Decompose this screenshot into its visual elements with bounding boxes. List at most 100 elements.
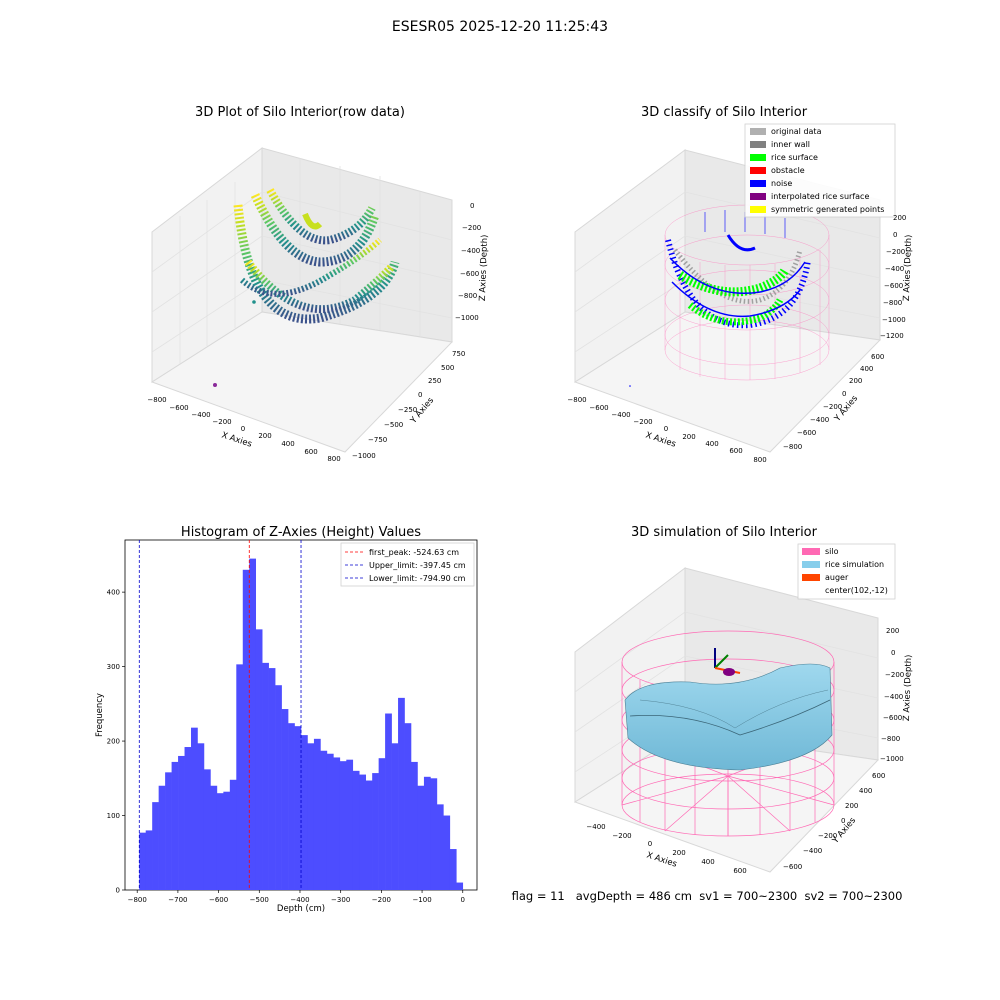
tick-label: −800 <box>881 735 900 743</box>
histogram-x-ticks: −800 −700 −600 −500 −400 −300 −200 −100 0 <box>128 890 465 904</box>
tick-label: 200 <box>886 627 899 635</box>
legend-label: noise <box>771 179 792 188</box>
tick-label: −200 <box>823 403 842 411</box>
histogram-bar <box>359 774 367 890</box>
legend-swatch-original-data <box>750 128 766 135</box>
tick-label: 400 <box>281 440 294 448</box>
panel-sim-z-ticks: −1000 −800 −600 −400 −200 0 200 <box>880 627 904 763</box>
histogram-bar <box>391 743 399 890</box>
tick-label: 0 <box>241 425 245 433</box>
histogram-ylabel: Frequency <box>95 693 105 737</box>
histogram-bar <box>313 738 321 890</box>
tick-label: 0 <box>891 649 895 657</box>
histogram-bar <box>449 849 457 890</box>
tick-label: −1200 <box>880 332 904 340</box>
tick-label: −1000 <box>455 314 479 322</box>
histogram-bar <box>333 757 341 890</box>
histogram-bar <box>436 804 444 890</box>
y-tick-label: 300 <box>107 663 120 671</box>
histogram-bar <box>152 802 159 890</box>
legend-label: rice surface <box>771 153 818 162</box>
histogram-bar <box>372 773 379 890</box>
panel-sim-zlabel: Z Axies (Depth) <box>902 654 914 721</box>
panel-raw-title: 3D Plot of Silo Interior(row data) <box>195 105 405 120</box>
histogram-bar <box>184 747 192 890</box>
legend-swatch-auger <box>802 574 820 581</box>
panel-classify-zlabel: Z Axies (Depth) <box>902 234 914 301</box>
legend-label: first_peak: -524.63 cm <box>369 548 459 557</box>
panel-sim-auger-marker <box>714 648 741 676</box>
tick-label: −400 <box>810 416 829 424</box>
histogram-bar <box>404 723 412 890</box>
histogram-bar <box>307 743 315 890</box>
tick-label: −200 <box>818 832 837 840</box>
histogram-bar <box>197 743 205 890</box>
panel-classify-y-ticks: −800 −600 −400 −200 0 200 400 600 <box>783 353 884 451</box>
histogram-bar <box>346 759 354 890</box>
histogram-bar <box>171 761 179 890</box>
tick-label: 200 <box>893 214 906 222</box>
tick-label: 0 <box>893 231 897 239</box>
x-tick-label: −800 <box>128 896 147 904</box>
tick-label: −1000 <box>352 452 376 460</box>
tick-label: −400 <box>586 823 605 831</box>
legend-label: symmetric generated points <box>771 205 884 214</box>
legend-swatch-silo <box>802 548 820 555</box>
histogram-bar <box>430 778 438 890</box>
y-tick-label: 400 <box>107 589 120 597</box>
histogram-bar <box>216 793 224 890</box>
histogram-bar <box>417 785 425 890</box>
panel-classify-z-ticks: −1200 −1000 −800 −600 −400 −200 0 200 <box>880 214 906 340</box>
tick-label: −200 <box>633 418 652 426</box>
tick-label: −600 <box>783 863 802 871</box>
histogram-bar <box>443 815 451 890</box>
histogram-bar <box>294 726 302 890</box>
legend-label: Upper_limit: -397.45 cm <box>369 561 466 570</box>
histogram-bar <box>398 697 405 890</box>
tick-label: 0 <box>842 390 846 398</box>
histogram-bar <box>339 761 347 890</box>
histogram-bar <box>326 753 334 890</box>
tick-label: −1000 <box>882 316 906 324</box>
tick-label: 750 <box>452 350 465 358</box>
histogram-legend: first_peak: -524.63 cm Upper_limit: -397… <box>340 542 475 587</box>
legend-swatch-obstacle <box>750 167 766 174</box>
histogram-bar <box>139 832 147 890</box>
tick-label: −200 <box>886 248 905 256</box>
x-tick-label: −500 <box>250 896 269 904</box>
histogram-bar <box>191 727 198 890</box>
tick-label: 800 <box>753 456 766 464</box>
legend-swatch-interpolated-rice-surface <box>750 193 766 200</box>
panel-simulation: 3D simulation of Silo Interior <box>573 525 914 875</box>
tick-label: 600 <box>872 772 885 780</box>
histogram-bar <box>378 758 386 890</box>
histogram-bar <box>281 709 289 890</box>
histogram-bar <box>352 770 360 890</box>
panel-raw-z-ticks: −1000 −800 −600 −400 −200 0 <box>455 202 481 322</box>
tick-label: −250 <box>398 406 417 414</box>
histogram-bar <box>456 882 464 890</box>
histogram-bar <box>365 780 373 890</box>
y-tick-label: 100 <box>107 812 120 820</box>
tick-label: 0 <box>418 391 422 399</box>
tick-label: 200 <box>672 849 685 857</box>
panel-sim-legend: silo rice simulation auger center(102,-1… <box>797 543 896 600</box>
legend-label: inner wall <box>771 140 810 149</box>
histogram-bar <box>249 558 257 890</box>
panel-raw-xlabel: X Axies <box>220 430 253 449</box>
tick-label: 500 <box>441 364 454 372</box>
histogram-bar <box>158 785 166 890</box>
x-tick-label: −400 <box>290 896 309 904</box>
tick-label: 800 <box>327 455 340 463</box>
panel-classify-title: 3D classify of Silo Interior <box>641 105 808 120</box>
histogram-title: Histogram of Z-Axies (Height) Values <box>181 525 421 540</box>
histogram-reference-lines <box>138 540 302 890</box>
x-tick-label: −200 <box>372 896 391 904</box>
panel-sim-title: 3D simulation of Silo Interior <box>631 525 818 540</box>
tick-label: 200 <box>682 433 695 441</box>
tick-label: 0 <box>470 202 474 210</box>
tick-label: 250 <box>428 377 441 385</box>
tick-label: −600 <box>883 714 902 722</box>
legend-label: obstacle <box>771 166 805 175</box>
histogram-bars <box>139 558 464 890</box>
